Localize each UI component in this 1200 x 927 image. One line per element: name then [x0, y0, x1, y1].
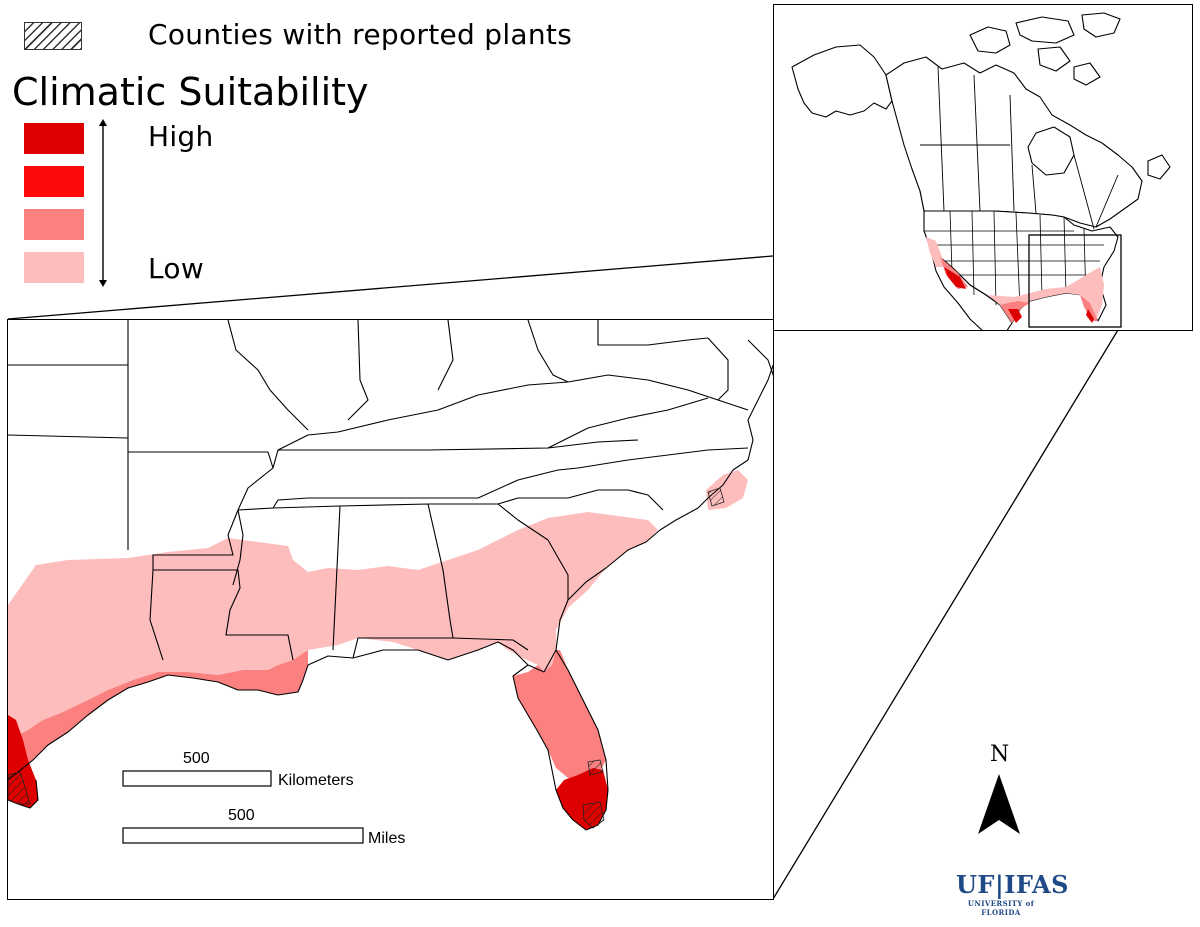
suitability-zones: [8, 470, 748, 830]
logo-subtitle: UNIVERSITY of FLORIDA: [967, 899, 1035, 917]
logo-wordmark: UF|IFAS: [956, 870, 1070, 899]
hatch-legend-swatch: [24, 22, 82, 50]
legend-low-label: Low: [148, 252, 205, 285]
north-arrow-icon: [978, 774, 1020, 834]
legend-swatch-highest: [24, 123, 84, 154]
north-arrow-label: N: [990, 742, 1010, 767]
scale-bar-mi: 500 Miles: [122, 807, 405, 847]
legend-range-arrow: [99, 119, 107, 287]
legend-swatch-high: [24, 166, 84, 197]
uf-ifas-logo: UF|IFAS UNIVERSITY of FLORIDA: [956, 870, 1070, 917]
scale-km-value: 500: [183, 750, 210, 767]
scale-mi-value: 500: [228, 807, 255, 824]
legend-swatch-medium: [24, 209, 84, 240]
legend-heading: Climatic Suitability: [12, 70, 369, 114]
scale-km-unit: Kilometers: [278, 772, 354, 789]
scale-mi-unit: Miles: [368, 830, 405, 847]
legend-high-label: High: [148, 120, 214, 153]
inset-map: [791, 12, 1171, 330]
inset-zoom-rectangle: [1028, 234, 1122, 328]
reported-counties: [8, 487, 725, 829]
scale-bar-km: 500 Kilometers: [122, 750, 354, 789]
hatch-legend-label: Counties with reported plants: [148, 18, 573, 51]
inset-map-frame: [773, 4, 1193, 331]
main-map: 500 Kilometers 500 Miles: [8, 320, 773, 847]
main-map-frame: 500 Kilometers 500 Miles: [7, 319, 774, 900]
legend-swatch-low: [24, 252, 84, 283]
